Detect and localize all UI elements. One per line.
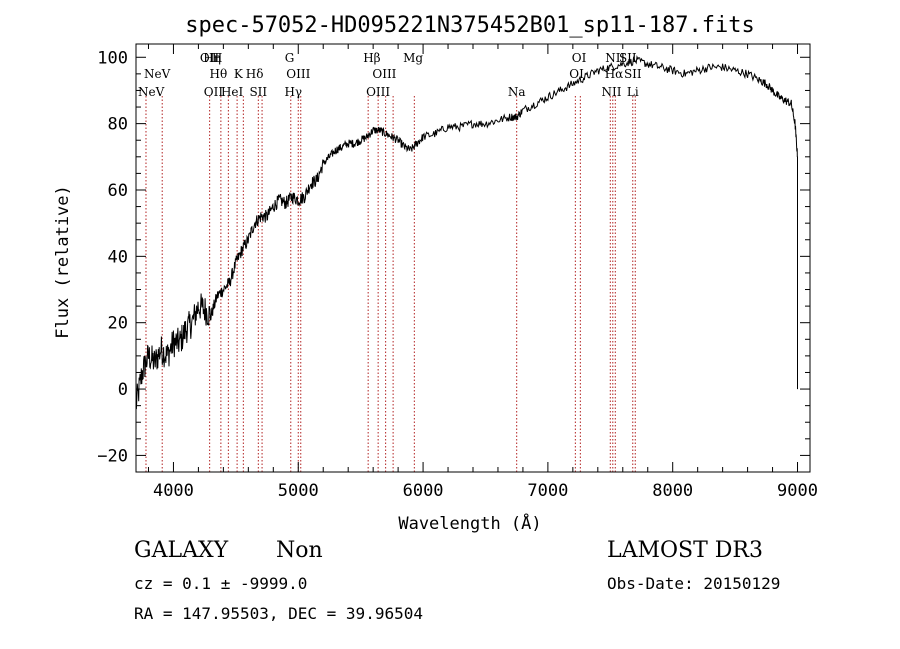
marker-label: NeV bbox=[138, 85, 165, 99]
marker-label: OI bbox=[572, 51, 587, 65]
y-tick-label: 20 bbox=[108, 314, 128, 334]
coordinates: RA = 147.95503, DEC = 39.96504 bbox=[134, 604, 423, 623]
object-subclass: Non bbox=[276, 538, 323, 563]
marker-label: Hδ bbox=[246, 67, 264, 81]
chart-title: spec-57052-HD095221N375452B01_sp11-187.f… bbox=[185, 13, 755, 38]
marker-label: OII bbox=[200, 51, 220, 65]
marker-label: Mg bbox=[403, 51, 423, 65]
x-tick-label: 5000 bbox=[278, 481, 319, 501]
y-axis: −20 0 20 40 60 80 100 bbox=[97, 48, 810, 466]
marker-label: NII bbox=[605, 51, 625, 65]
redshift-cz: cz = 0.1 ± -9999.0 bbox=[134, 574, 308, 593]
x-tick-label: 4000 bbox=[153, 481, 194, 501]
x-tick-label: 8000 bbox=[652, 481, 693, 501]
marker-label: H bbox=[212, 51, 222, 65]
marker-label: OII bbox=[204, 85, 224, 99]
marker-label: OIII bbox=[372, 67, 396, 81]
obs-date: Obs-Date: 20150129 bbox=[607, 574, 781, 593]
marker-label: SII bbox=[249, 85, 267, 99]
marker-label: HeI bbox=[221, 85, 244, 99]
object-class: GALAXY bbox=[134, 538, 229, 563]
marker-label: K bbox=[234, 67, 244, 81]
marker-label: Hη bbox=[203, 51, 221, 65]
marker-lines bbox=[145, 96, 636, 472]
y-tick-label: 40 bbox=[108, 247, 128, 267]
x-tick-label: 6000 bbox=[403, 481, 444, 501]
marker-label: Hθ bbox=[210, 67, 228, 81]
y-tick-label: −20 bbox=[97, 446, 128, 466]
x-axis: 4000 5000 6000 7000 8000 9000 bbox=[147, 44, 818, 501]
y-axis-label: Flux (relative) bbox=[53, 185, 73, 339]
marker-label: G bbox=[285, 51, 295, 65]
marker-label: NeV bbox=[144, 67, 171, 81]
marker-label: SII bbox=[624, 67, 642, 81]
marker-label: Li bbox=[627, 85, 639, 99]
y-tick-label: 60 bbox=[108, 181, 128, 201]
y-tick-label: 0 bbox=[118, 380, 128, 400]
marker-label: Na bbox=[508, 85, 526, 99]
marker-label: Hγ bbox=[284, 85, 302, 99]
marker-label: OIII bbox=[286, 67, 310, 81]
spectrum-line bbox=[135, 55, 798, 410]
x-tick-label: 9000 bbox=[777, 481, 818, 501]
y-tick-label: 80 bbox=[108, 115, 128, 135]
marker-label: NII bbox=[602, 85, 622, 99]
y-tick-label: 100 bbox=[97, 48, 128, 68]
marker-label: Hα bbox=[605, 67, 624, 81]
survey-name: LAMOST DR3 bbox=[607, 538, 763, 563]
marker-label: SII bbox=[619, 51, 637, 65]
x-axis-label: Wavelength (Å) bbox=[398, 512, 541, 534]
marker-label: OI bbox=[569, 67, 584, 81]
marker-label: OIII bbox=[366, 85, 390, 99]
marker-label: Hβ bbox=[363, 51, 380, 65]
x-tick-label: 7000 bbox=[527, 481, 568, 501]
